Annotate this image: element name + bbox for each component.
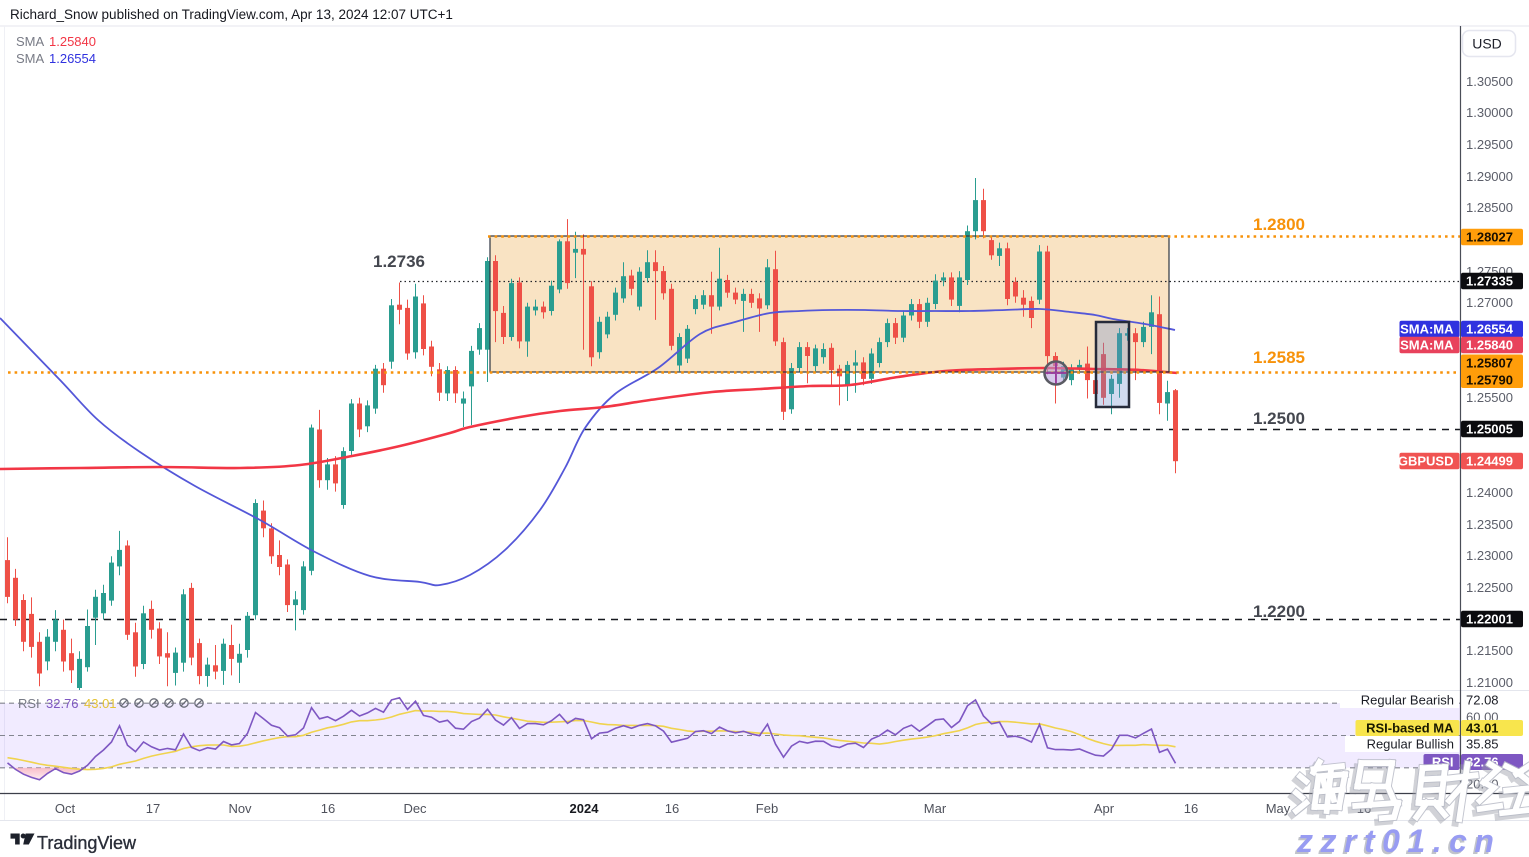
svg-text:1.30000: 1.30000	[1466, 105, 1513, 120]
svg-text:1.27335: 1.27335	[1466, 274, 1513, 289]
svg-text:1.2585: 1.2585	[1253, 348, 1305, 367]
svg-text:Dec: Dec	[403, 801, 427, 816]
svg-text:1.25005: 1.25005	[1466, 422, 1513, 437]
svg-text:1.24499: 1.24499	[1466, 454, 1513, 469]
svg-text:1.28027: 1.28027	[1466, 230, 1513, 245]
svg-text:1.23000: 1.23000	[1466, 548, 1513, 563]
svg-text:Mar: Mar	[924, 801, 947, 816]
svg-text:TradingView: TradingView	[37, 833, 137, 853]
svg-text:1.25807: 1.25807	[1466, 356, 1513, 371]
svg-text:35.85: 35.85	[1466, 737, 1499, 752]
svg-text:1.27000: 1.27000	[1466, 295, 1513, 310]
svg-text:32.76: 32.76	[46, 696, 79, 711]
svg-text:1.29500: 1.29500	[1466, 137, 1513, 152]
svg-text:1.23500: 1.23500	[1466, 517, 1513, 532]
svg-text:1.28500: 1.28500	[1466, 200, 1513, 215]
svg-text:SMA:MA: SMA:MA	[1400, 338, 1454, 353]
svg-text:1.22500: 1.22500	[1466, 580, 1513, 595]
svg-text:Regular Bullish: Regular Bullish	[1367, 737, 1454, 752]
svg-text:Apr: Apr	[1094, 801, 1115, 816]
svg-text:1.25500: 1.25500	[1466, 390, 1513, 405]
svg-text:1.22001: 1.22001	[1466, 612, 1513, 627]
svg-text:1.21000: 1.21000	[1466, 675, 1513, 690]
svg-text:May: May	[1266, 801, 1291, 816]
svg-text:1.26554: 1.26554	[49, 51, 96, 66]
svg-text:GBPUSD: GBPUSD	[1398, 454, 1454, 469]
svg-text:1.2500: 1.2500	[1253, 409, 1305, 428]
svg-text:1.24000: 1.24000	[1466, 485, 1513, 500]
svg-text:43.01: 43.01	[84, 696, 117, 711]
svg-text:SMA: SMA	[16, 51, 45, 66]
svg-text:72.08: 72.08	[1466, 693, 1499, 708]
svg-text:Feb: Feb	[756, 801, 778, 816]
svg-text:Richard_Snow published on Trad: Richard_Snow published on TradingView.co…	[10, 7, 453, 22]
svg-text:1.2736: 1.2736	[373, 252, 425, 271]
svg-text:1.29000: 1.29000	[1466, 169, 1513, 184]
svg-text:1.25840: 1.25840	[49, 34, 96, 49]
svg-text:1.30500: 1.30500	[1466, 74, 1513, 89]
svg-text:SMA: SMA	[16, 34, 45, 49]
svg-text:Nov: Nov	[228, 801, 252, 816]
svg-text:1.26554: 1.26554	[1466, 322, 1514, 337]
svg-text:1.25790: 1.25790	[1466, 373, 1513, 388]
svg-text:zzrt01.cn: zzrt01.cn	[1296, 823, 1501, 857]
svg-text:Regular Bearish: Regular Bearish	[1361, 693, 1454, 708]
svg-text:1.2800: 1.2800	[1253, 215, 1305, 234]
svg-text:1.25840: 1.25840	[1466, 338, 1513, 353]
svg-text:Oct: Oct	[55, 801, 76, 816]
svg-text:RSI-based MA: RSI-based MA	[1366, 721, 1454, 736]
svg-text:1.2200: 1.2200	[1253, 602, 1305, 621]
svg-text:1.21500: 1.21500	[1466, 643, 1513, 658]
svg-text:RSI: RSI	[18, 696, 40, 711]
svg-text:zzrt01.cn: zzrt01.cn	[1294, 825, 1499, 857]
svg-text:USD: USD	[1472, 36, 1502, 52]
svg-text:2024: 2024	[570, 801, 600, 816]
svg-text:SMA:MA: SMA:MA	[1400, 322, 1454, 337]
svg-text:16: 16	[321, 801, 335, 816]
svg-text:16: 16	[1184, 801, 1198, 816]
svg-text:43.01: 43.01	[1466, 721, 1499, 736]
svg-text:16: 16	[665, 801, 679, 816]
svg-text:17: 17	[146, 801, 160, 816]
